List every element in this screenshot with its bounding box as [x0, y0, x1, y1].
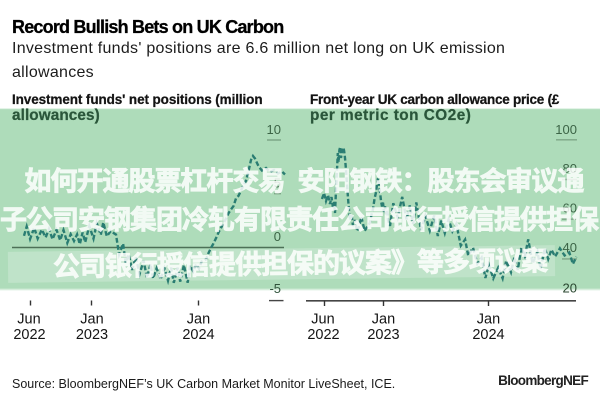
svg-text:Jan: Jan: [372, 312, 395, 328]
svg-text:2024: 2024: [472, 327, 504, 343]
svg-text:2022: 2022: [13, 327, 45, 343]
svg-text:2023: 2023: [76, 327, 108, 343]
svg-text:Jan: Jan: [477, 312, 500, 328]
svg-text:2023: 2023: [367, 327, 399, 343]
svg-text:100: 100: [555, 122, 577, 137]
svg-text:-5: -5: [269, 281, 281, 296]
svg-text:2024: 2024: [182, 327, 214, 343]
svg-text:Jun: Jun: [17, 312, 40, 328]
svg-text:Jan: Jan: [187, 312, 210, 328]
svg-text:10: 10: [267, 122, 281, 137]
svg-text:40: 40: [563, 240, 577, 255]
svg-text:20: 20: [563, 280, 577, 295]
svg-text:Jun: Jun: [311, 312, 334, 328]
svg-text:Jan: Jan: [80, 312, 103, 328]
svg-text:0: 0: [274, 229, 281, 244]
svg-text:2022: 2022: [307, 327, 339, 343]
